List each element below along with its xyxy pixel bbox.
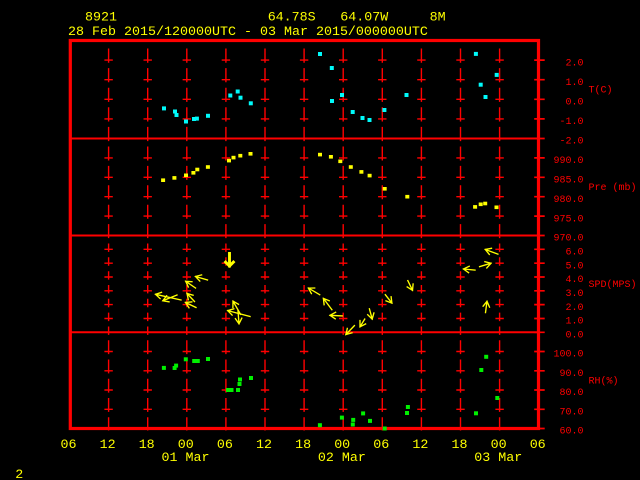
svg-text:12: 12	[256, 438, 272, 453]
svg-text:6.0: 6.0	[565, 248, 583, 259]
svg-text:T(C): T(C)	[589, 85, 613, 97]
svg-text:8921: 8921	[85, 11, 117, 26]
svg-text:01 Mar: 01 Mar	[162, 451, 210, 466]
svg-text:28 Feb 2015/120000UTC - 03 Mar: 28 Feb 2015/120000UTC - 03 Mar 2015/0000…	[68, 25, 428, 40]
svg-text:RH(%): RH(%)	[589, 376, 619, 388]
svg-text:-2.0: -2.0	[559, 137, 583, 148]
svg-text:Pre (mb): Pre (mb)	[589, 182, 637, 194]
svg-text:12: 12	[100, 438, 116, 453]
svg-text:1.0: 1.0	[565, 317, 583, 328]
svg-text:18: 18	[139, 438, 155, 453]
svg-text:00: 00	[491, 438, 507, 453]
svg-text:2: 2	[15, 468, 23, 480]
svg-text:0.0: 0.0	[565, 331, 583, 342]
svg-text:990.0: 990.0	[553, 156, 583, 167]
svg-text:06: 06	[530, 438, 546, 453]
svg-text:00: 00	[334, 438, 350, 453]
svg-text:06: 06	[61, 438, 77, 453]
svg-text:980.0: 980.0	[553, 195, 583, 206]
svg-text:-1.0: -1.0	[559, 117, 583, 128]
svg-text:70.0: 70.0	[559, 408, 583, 419]
svg-text:06: 06	[373, 438, 389, 453]
svg-text:4.0: 4.0	[565, 275, 583, 286]
svg-text:90.0: 90.0	[559, 369, 583, 380]
svg-text:64.78S: 64.78S	[268, 11, 316, 26]
svg-text:1.0: 1.0	[565, 78, 583, 89]
svg-text:02 Mar: 02 Mar	[318, 451, 366, 466]
svg-text:8M: 8M	[430, 11, 446, 26]
svg-text:18: 18	[295, 438, 311, 453]
svg-text:2.0: 2.0	[565, 303, 583, 314]
svg-text:2.0: 2.0	[565, 58, 583, 69]
svg-text:64.07W: 64.07W	[340, 11, 388, 26]
svg-text:03 Mar: 03 Mar	[474, 451, 522, 466]
svg-text:0.0: 0.0	[565, 98, 583, 109]
svg-text:18: 18	[452, 438, 468, 453]
svg-text:06: 06	[217, 438, 233, 453]
svg-text:985.0: 985.0	[553, 176, 583, 187]
svg-text:3.0: 3.0	[565, 289, 583, 300]
svg-text:00: 00	[178, 438, 194, 453]
svg-text:975.0: 975.0	[553, 214, 583, 225]
svg-text:SPD(MPS): SPD(MPS)	[589, 279, 637, 291]
svg-text:5.0: 5.0	[565, 261, 583, 272]
svg-text:80.0: 80.0	[559, 388, 583, 399]
svg-text:60.0: 60.0	[559, 427, 583, 438]
svg-text:100.0: 100.0	[553, 350, 583, 361]
svg-text:970.0: 970.0	[553, 234, 583, 245]
svg-text:12: 12	[412, 438, 428, 453]
